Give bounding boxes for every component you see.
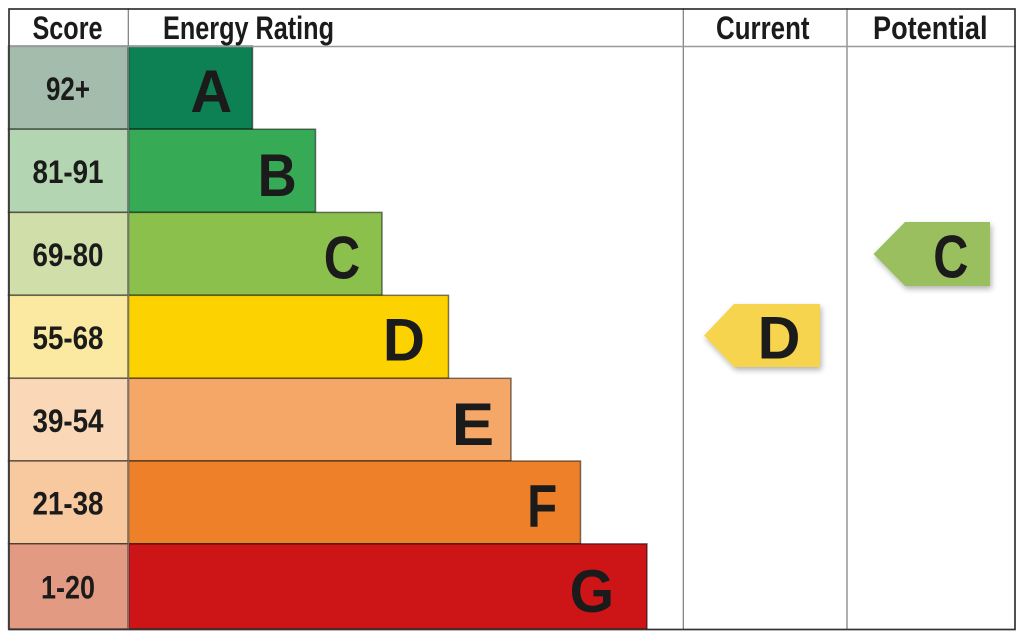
svg-text:Score: Score	[33, 10, 103, 46]
svg-text:C: C	[933, 224, 968, 291]
svg-text:69-80: 69-80	[33, 237, 104, 273]
svg-text:39-54: 39-54	[33, 403, 104, 439]
svg-text:Current: Current	[716, 10, 810, 46]
svg-text:E: E	[452, 391, 494, 458]
svg-text:81-91: 81-91	[33, 154, 104, 190]
svg-text:G: G	[570, 558, 615, 625]
svg-text:Potential: Potential	[873, 10, 988, 46]
svg-text:B: B	[258, 142, 297, 209]
svg-text:Energy Rating: Energy Rating	[163, 10, 334, 46]
svg-text:92+: 92+	[46, 71, 90, 107]
svg-text:D: D	[383, 307, 425, 374]
svg-text:D: D	[758, 305, 801, 372]
svg-text:1-20: 1-20	[41, 570, 95, 606]
svg-text:55-68: 55-68	[33, 320, 104, 356]
svg-text:A: A	[190, 58, 232, 125]
svg-text:21-38: 21-38	[33, 486, 104, 522]
svg-text:F: F	[527, 473, 557, 540]
svg-text:C: C	[324, 224, 361, 291]
